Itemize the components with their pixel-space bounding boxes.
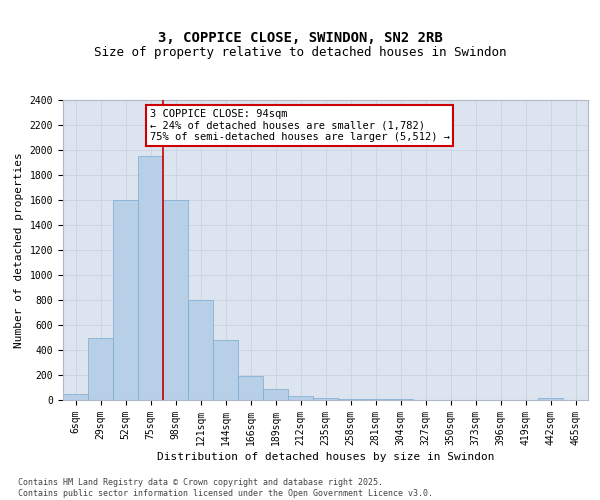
Bar <box>138 156 163 400</box>
Text: 3 COPPICE CLOSE: 94sqm
← 24% of detached houses are smaller (1,782)
75% of semi-: 3 COPPICE CLOSE: 94sqm ← 24% of detached… <box>149 109 449 142</box>
Bar <box>188 300 213 400</box>
Bar <box>338 398 363 400</box>
Bar <box>313 398 338 400</box>
Bar <box>263 389 288 400</box>
Bar <box>363 399 388 400</box>
Text: 3, COPPICE CLOSE, SWINDON, SN2 2RB: 3, COPPICE CLOSE, SWINDON, SN2 2RB <box>158 30 442 44</box>
Bar <box>63 394 88 400</box>
Bar <box>238 376 263 400</box>
Text: Size of property relative to detached houses in Swindon: Size of property relative to detached ho… <box>94 46 506 59</box>
X-axis label: Distribution of detached houses by size in Swindon: Distribution of detached houses by size … <box>157 452 494 462</box>
Bar <box>288 396 313 400</box>
Text: Contains HM Land Registry data © Crown copyright and database right 2025.
Contai: Contains HM Land Registry data © Crown c… <box>18 478 433 498</box>
Bar <box>213 340 238 400</box>
Bar <box>88 338 113 400</box>
Y-axis label: Number of detached properties: Number of detached properties <box>14 152 24 348</box>
Bar <box>538 398 563 400</box>
Bar <box>163 200 188 400</box>
Bar <box>113 200 138 400</box>
